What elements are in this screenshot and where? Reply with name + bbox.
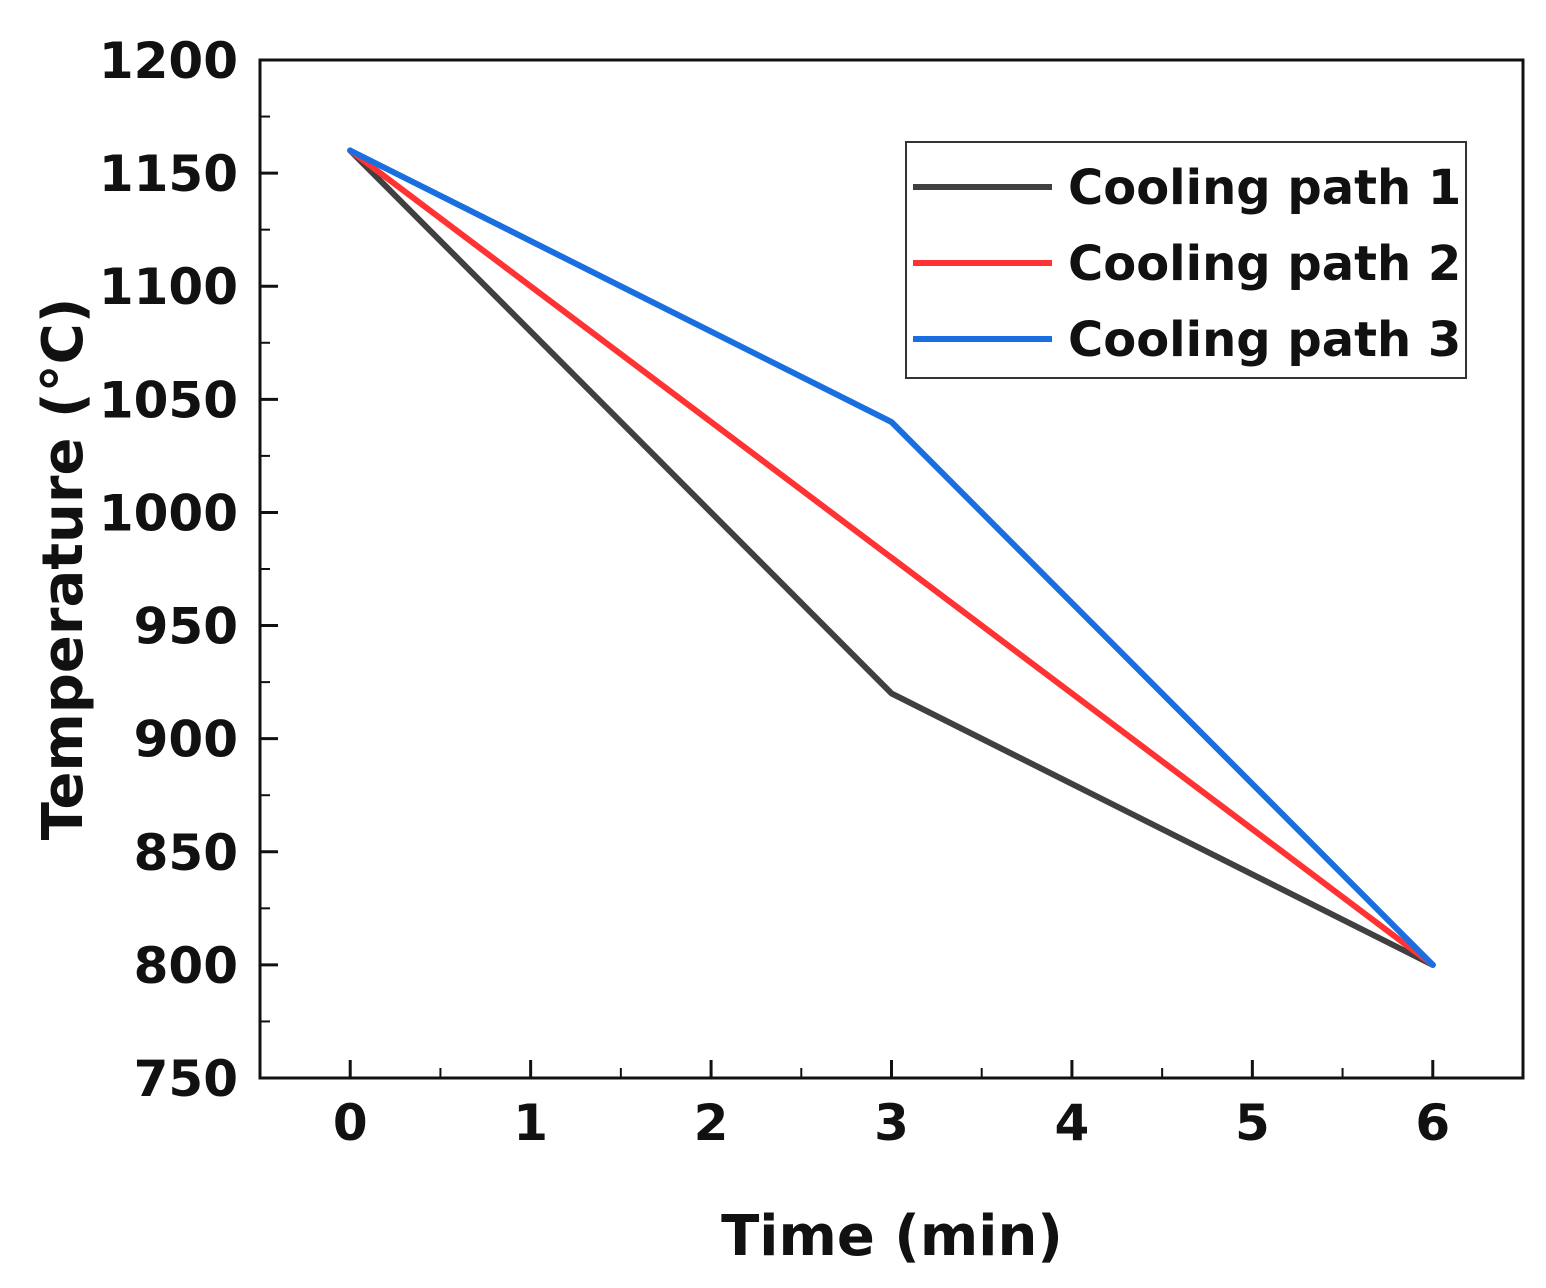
- x-tick-label: 0: [333, 1094, 368, 1152]
- y-tick-label: 950: [134, 598, 238, 656]
- y-tick-label: 1050: [99, 371, 238, 429]
- x-tick-labels: 0 1 2 3 4 5 6: [333, 1094, 1450, 1152]
- y-tick-label: 800: [134, 937, 238, 995]
- x-tick-label: 1: [513, 1094, 548, 1152]
- plot-frame: [258, 58, 1525, 1080]
- legend-label-cooling-path-3: Cooling path 3: [1068, 312, 1461, 368]
- x-tick-label: 4: [1055, 1094, 1090, 1152]
- y-tick-label: 1000: [99, 484, 238, 542]
- data-series: [347, 147, 1436, 968]
- x-tick-label: 2: [694, 1094, 729, 1152]
- legend-label-cooling-path-1: Cooling path 1: [1068, 160, 1461, 216]
- y-tick-label: 900: [134, 711, 238, 769]
- series-line-cooling-path-1: [347, 147, 1436, 968]
- y-tick-label: 1200: [99, 32, 238, 90]
- series-line-cooling-path-2: [347, 147, 1436, 968]
- y-tick-label: 1150: [99, 145, 238, 203]
- y-tick-labels: 750 800 850 900 950 1000 1050 1100 1150 1200: [99, 32, 238, 1108]
- series-line-cooling-path-3: [347, 147, 1436, 968]
- x-tick-label: 5: [1235, 1094, 1270, 1152]
- legend: Cooling path 1 Cooling path 2 Cooling pa…: [905, 141, 1467, 379]
- legend-label-cooling-path-2: Cooling path 2: [1068, 236, 1461, 292]
- x-axis-title: Time (min): [721, 1204, 1063, 1269]
- y-tick-label: 750: [134, 1050, 238, 1108]
- y-axis-title: Temperature (°C): [31, 298, 96, 841]
- y-tick-label: 850: [134, 824, 238, 882]
- x-tick-label: 6: [1415, 1094, 1450, 1152]
- y-tick-label: 1100: [99, 258, 238, 316]
- x-tick-label: 3: [874, 1094, 909, 1152]
